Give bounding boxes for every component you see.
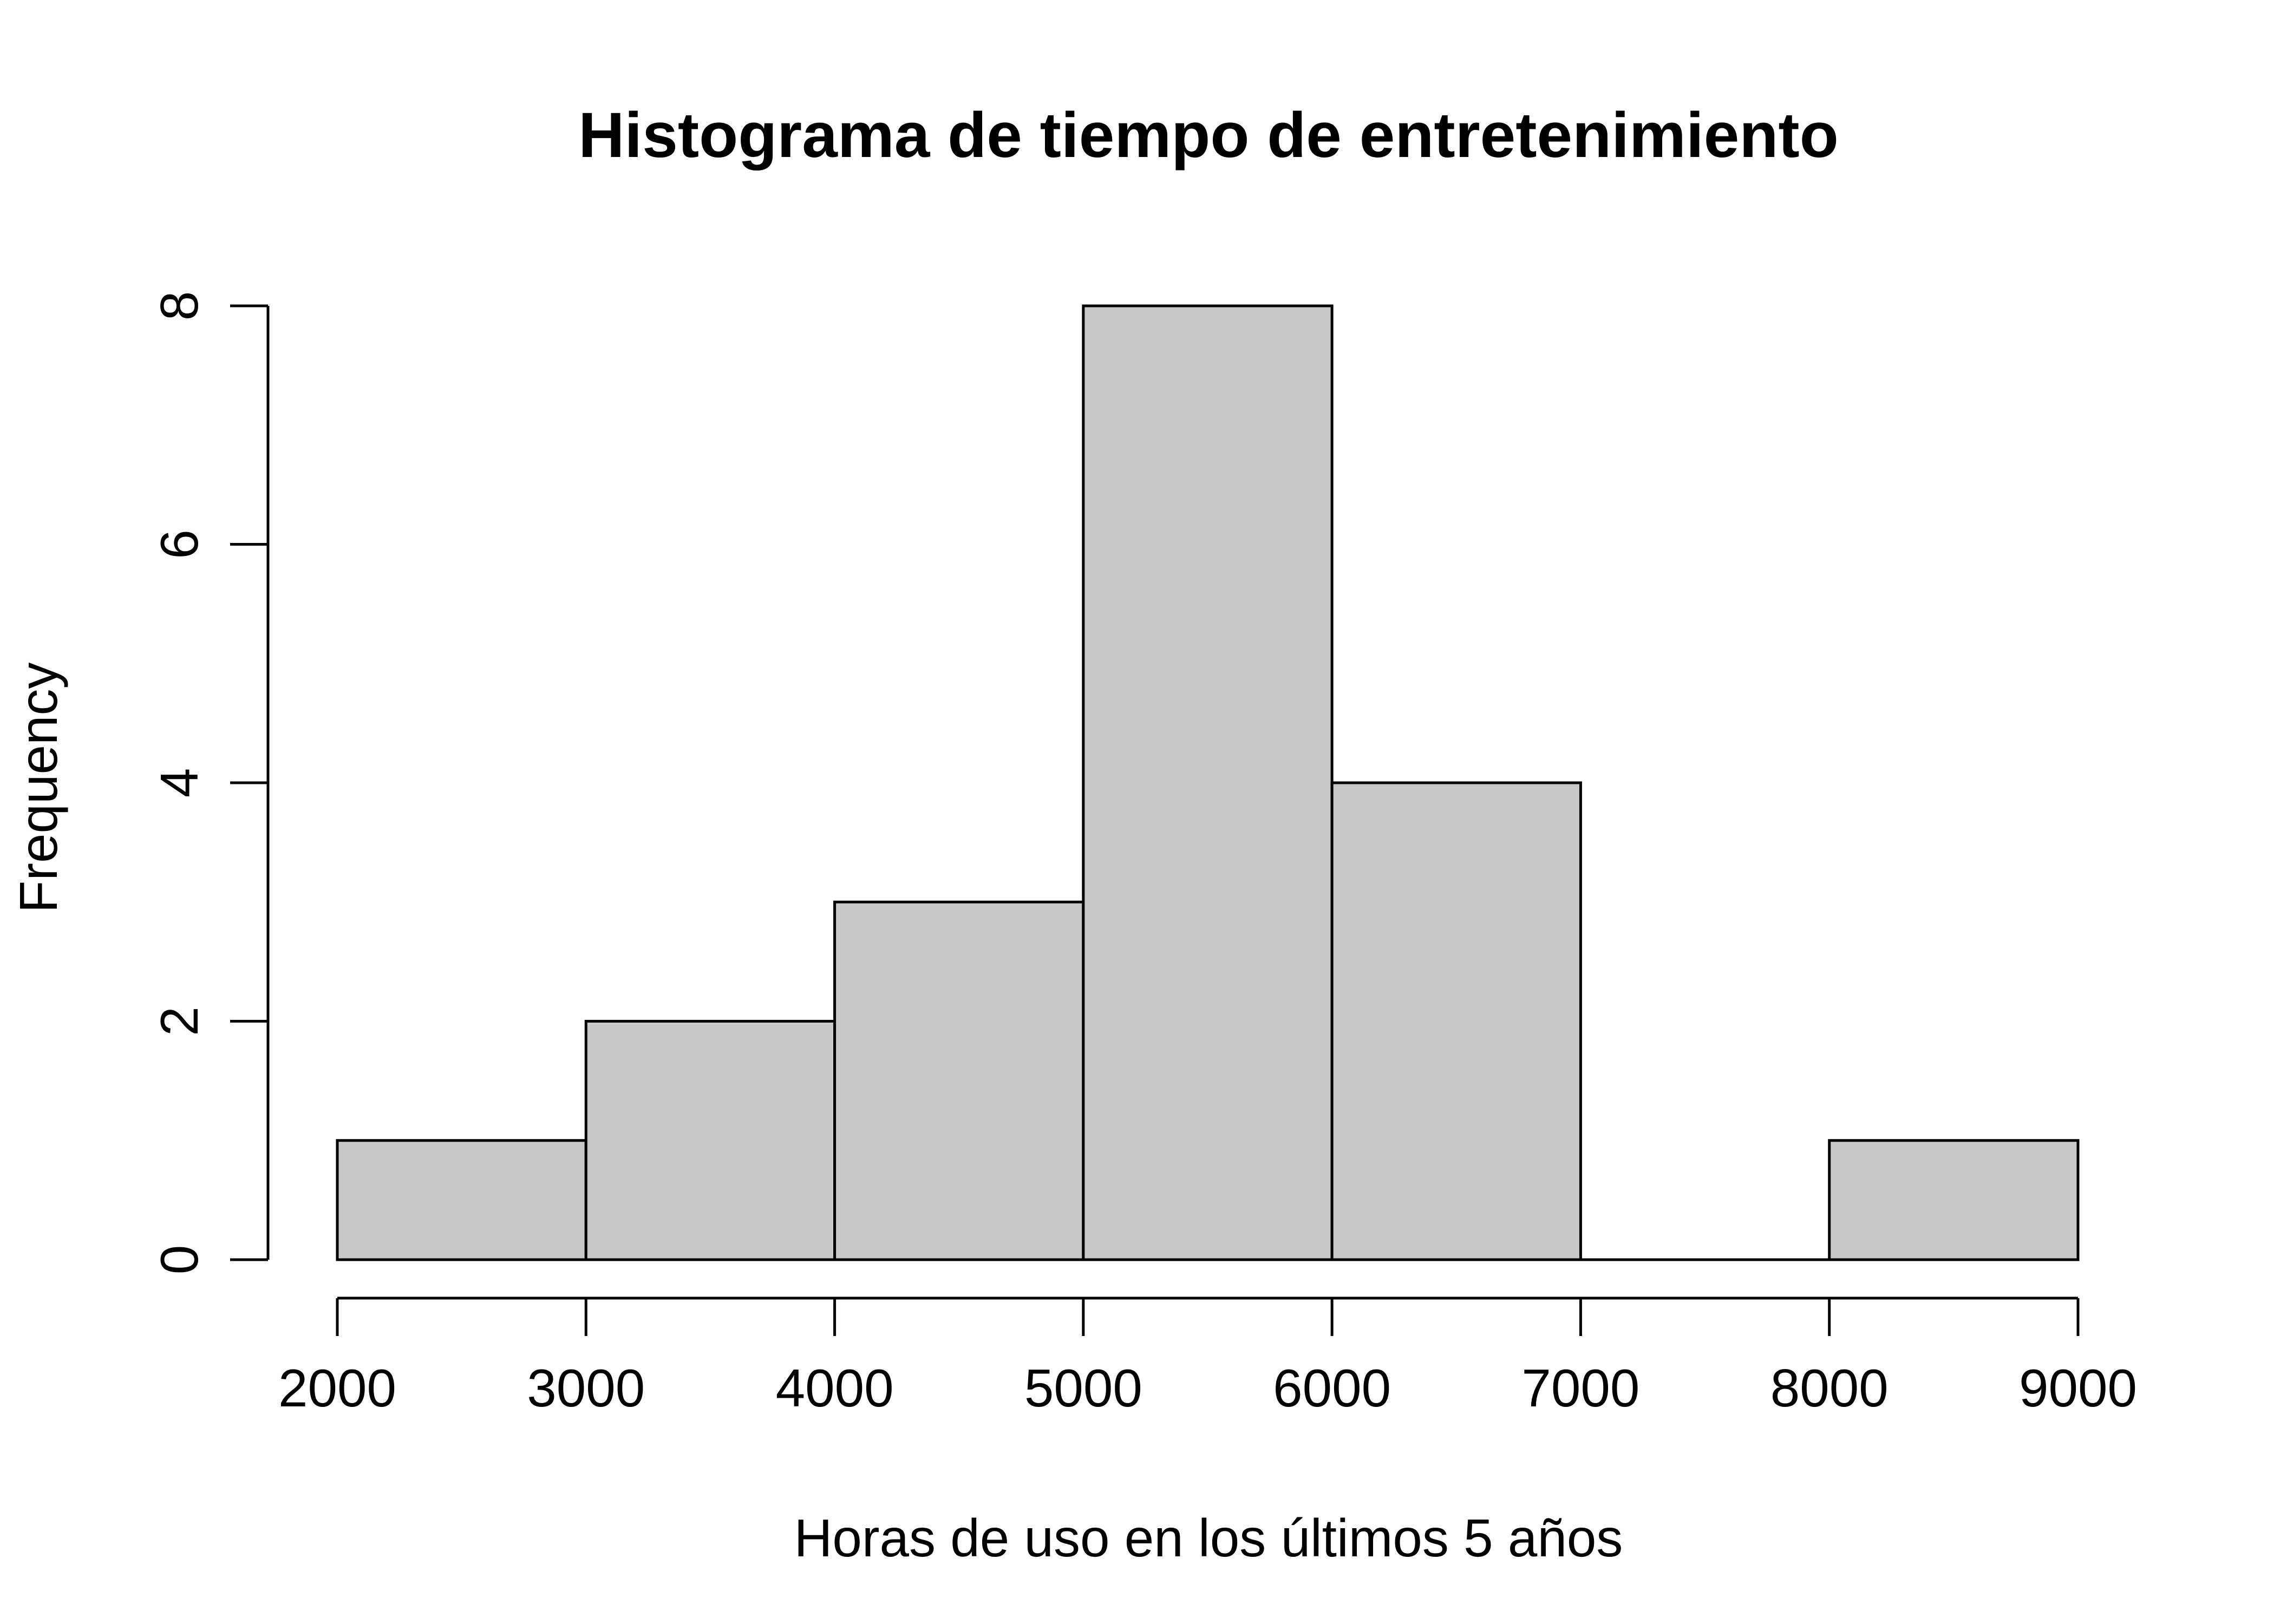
y-tick-label: 4 [149, 768, 209, 798]
x-tick-label: 6000 [1273, 1358, 1391, 1418]
y-tick-label: 2 [149, 1006, 209, 1036]
histogram-bar-8000-9000 [1828, 1139, 2080, 1261]
x-tick-label: 7000 [1521, 1358, 1639, 1418]
x-tick-label: 8000 [1770, 1358, 1889, 1418]
x-tick-label: 3000 [527, 1358, 645, 1418]
y-axis-label: Frequency [9, 662, 68, 913]
y-tick-label: 6 [149, 529, 209, 559]
histogram-bars [336, 304, 2080, 1261]
histogram-bar-5000-6000 [1082, 304, 1334, 1261]
histogram-bar-2000-3000 [336, 1139, 587, 1261]
x-axis: 2000 3000 4000 5000 6000 7000 8000 9000 [278, 1296, 2137, 1418]
x-tick-label: 9000 [2019, 1358, 2137, 1418]
histogram-bar-4000-5000 [833, 900, 1085, 1261]
x-tick-label: 2000 [278, 1358, 396, 1418]
y-axis: 0 2 4 6 8 [149, 291, 270, 1275]
histogram-bar-3000-4000 [584, 1020, 837, 1261]
x-tick-label: 5000 [1024, 1358, 1142, 1418]
y-tick-label: 0 [149, 1245, 209, 1275]
histogram-bar-6000-7000 [1330, 781, 1582, 1261]
y-tick-label: 8 [149, 291, 209, 321]
chart-title: Histograma de tiempo de entretenimiento [578, 100, 1839, 171]
x-tick-label: 4000 [776, 1358, 894, 1418]
x-axis-label: Horas de uso en los últimos 5 años [794, 1508, 1623, 1568]
